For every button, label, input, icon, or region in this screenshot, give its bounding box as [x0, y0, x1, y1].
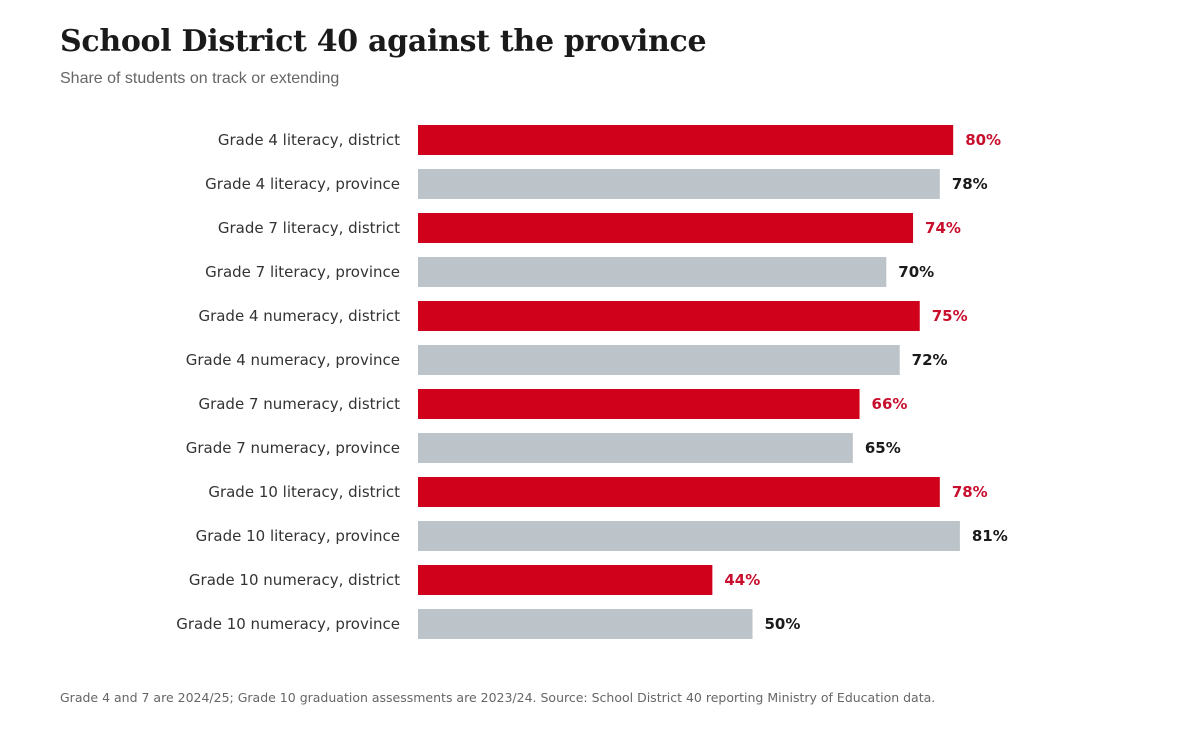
value-label: 66% — [872, 395, 908, 413]
category-label: Grade 4 literacy, district — [218, 131, 400, 149]
chart-title: School District 40 against the province — [60, 24, 707, 59]
category-label: Grade 10 numeracy, district — [189, 571, 400, 589]
category-label: Grade 4 literacy, province — [205, 175, 400, 193]
value-label: 74% — [925, 219, 961, 237]
source-footnote: Grade 4 and 7 are 2024/25; Grade 10 grad… — [60, 690, 936, 705]
bar-district — [418, 213, 914, 243]
bar-district — [418, 125, 954, 155]
bar-province — [418, 257, 887, 287]
value-label: 44% — [724, 571, 760, 589]
category-label: Grade 4 numeracy, district — [198, 307, 400, 325]
bar-district — [418, 477, 940, 507]
bar-district — [418, 301, 920, 331]
bar-province — [418, 433, 853, 463]
bar-province — [418, 345, 900, 375]
category-label: Grade 10 numeracy, province — [176, 615, 400, 633]
bar-district — [418, 565, 713, 595]
category-label: Grade 4 numeracy, province — [186, 351, 400, 369]
category-label: Grade 7 literacy, district — [218, 219, 400, 237]
category-label: Grade 7 numeracy, province — [186, 439, 400, 457]
bar-province — [418, 169, 940, 199]
bar-district — [418, 389, 860, 419]
value-label: 50% — [765, 615, 801, 633]
value-label: 75% — [932, 307, 968, 325]
value-label: 65% — [865, 439, 901, 457]
category-label: Grade 7 literacy, province — [205, 263, 400, 281]
chart-subtitle: Share of students on track or extending — [60, 70, 340, 87]
category-label: Grade 7 numeracy, district — [198, 395, 400, 413]
category-label: Grade 10 literacy, province — [196, 527, 400, 545]
value-label: 70% — [898, 263, 934, 281]
value-label: 78% — [952, 175, 988, 193]
bar-province — [418, 521, 960, 551]
value-label: 78% — [952, 483, 988, 501]
value-label: 72% — [912, 351, 948, 369]
value-label: 81% — [972, 527, 1008, 545]
bar-province — [418, 609, 753, 639]
category-label: Grade 10 literacy, district — [208, 483, 400, 501]
value-label: 80% — [965, 131, 1001, 149]
